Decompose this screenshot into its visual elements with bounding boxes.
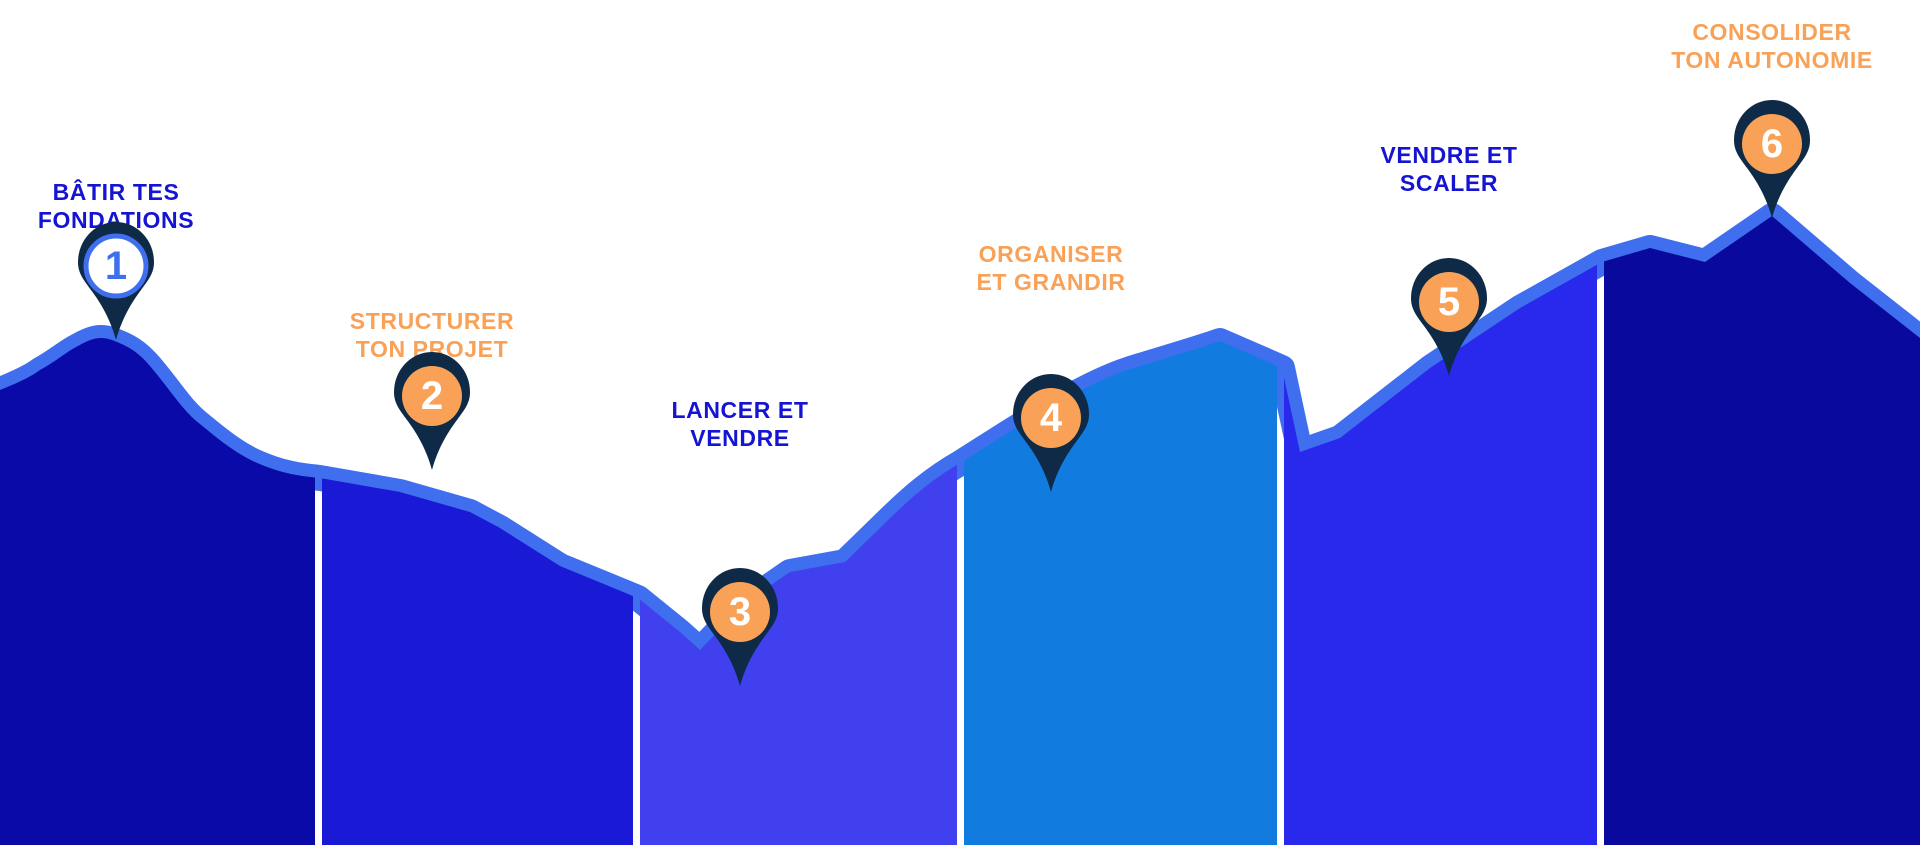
step-label-line2: TON AUTONOMIE bbox=[1671, 47, 1873, 73]
step-label-3: LANCER ET VENDRE bbox=[671, 396, 808, 452]
step-label-line2: SCALER bbox=[1399, 170, 1499, 196]
step-label-1: BÂTIR TES FONDATIONS bbox=[38, 178, 194, 234]
step-label-line1: STRUCTURER bbox=[349, 308, 515, 334]
step-label-line1: VENDRE ET bbox=[1380, 142, 1518, 168]
step-label-line1: BÂTIR TES bbox=[52, 179, 180, 205]
step-label-4: ORGANISER ET GRANDIR bbox=[976, 240, 1125, 296]
map-pin-icon[interactable]: 3 bbox=[700, 568, 780, 686]
map-pin-icon[interactable]: 6 bbox=[1732, 100, 1812, 218]
map-pin-icon[interactable]: 4 bbox=[1011, 374, 1091, 492]
step-label-line1: ORGANISER bbox=[978, 241, 1124, 267]
step-label-line1: CONSOLIDER bbox=[1692, 19, 1852, 45]
step-label-5: VENDRE ET SCALER bbox=[1380, 141, 1517, 197]
map-pin-icon[interactable]: 2 bbox=[392, 352, 472, 470]
step-label-line2: VENDRE bbox=[690, 425, 790, 451]
map-pin-icon[interactable]: 5 bbox=[1409, 258, 1489, 376]
map-pin-icon[interactable]: 1 bbox=[76, 222, 156, 340]
step-label-line1: LANCER ET bbox=[671, 397, 809, 423]
step-label-6: CONSOLIDER TON AUTONOMIE bbox=[1671, 18, 1873, 74]
step-label-line2: ET GRANDIR bbox=[976, 269, 1126, 295]
